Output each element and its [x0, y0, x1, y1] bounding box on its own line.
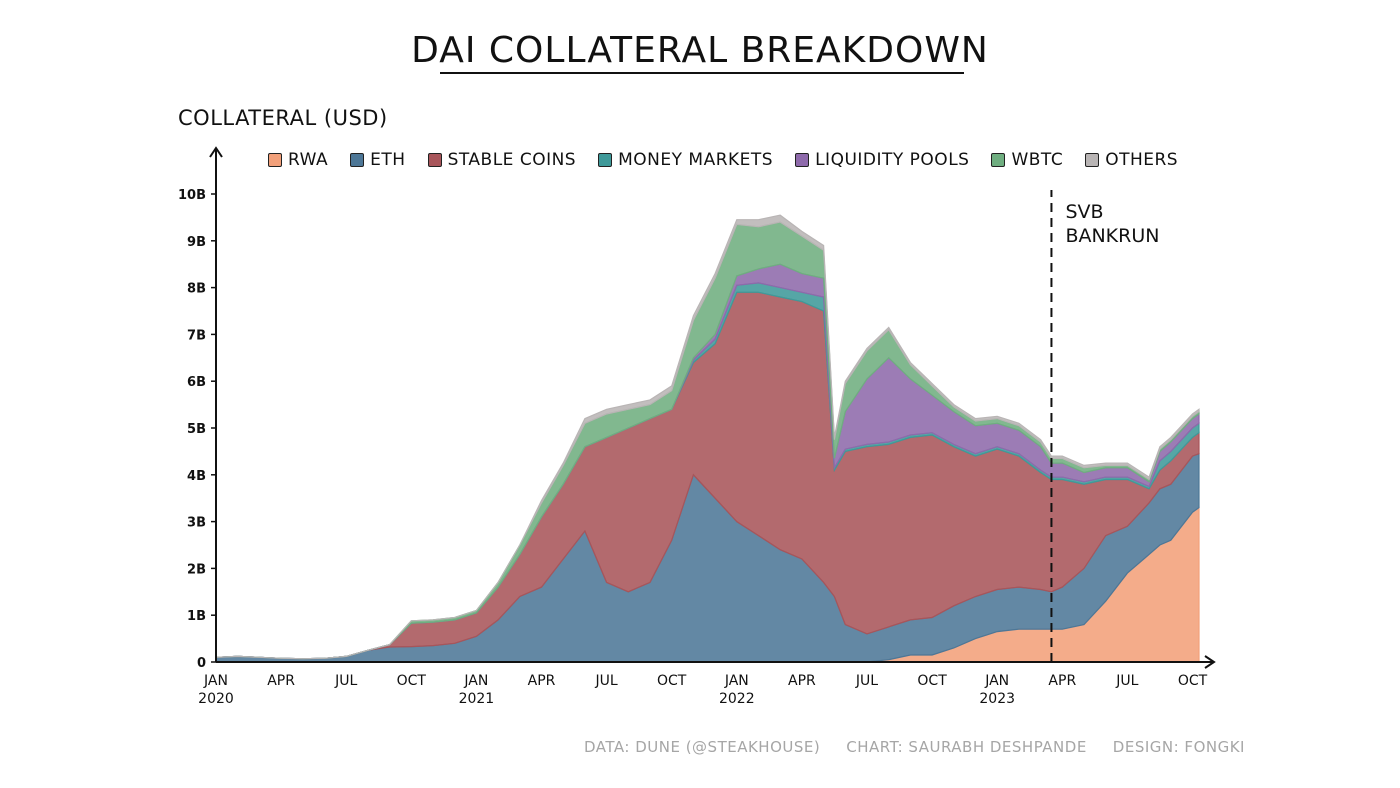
legend-swatch [795, 153, 810, 167]
legend-swatch [1085, 153, 1100, 167]
x-tick-label: OCT [657, 673, 687, 689]
legend-item: RWA [268, 150, 328, 170]
y-tick-label: 8B [187, 282, 206, 297]
y-tick-label: 9B [187, 235, 206, 250]
x-tick-label: APR [528, 673, 556, 689]
x-tick-label: JAN [724, 673, 749, 689]
x-tick-label: JAN [203, 673, 228, 689]
x-tick-year: 2023 [979, 691, 1015, 707]
legend-item: OTHERS [1085, 150, 1178, 170]
legend-item: STABLE COINS [427, 150, 577, 170]
annotation-text: SVB [1065, 201, 1103, 223]
axes: 0 1B 2B 3B 4B 5B 6B 7B 8B 9B 10B JAN 2020 APR JUL OCT JA… [178, 146, 1216, 707]
legend-label: WBTC [1011, 150, 1064, 170]
credit-chart: CHART: SAURABH DESHPANDE [846, 738, 1087, 756]
x-axis-arrow [1204, 655, 1216, 669]
legend-item: LIQUIDITY POOLS [795, 150, 969, 170]
legend-label: MONEY MARKETS [618, 150, 774, 170]
legend-label: LIQUIDITY POOLS [815, 150, 970, 170]
x-tick-label: JUL [1115, 673, 1138, 689]
y-tick-label: 0 [197, 656, 206, 671]
y-tick-label: 1B [187, 609, 206, 624]
legend-swatch [427, 153, 442, 167]
legend-label: STABLE COINS [447, 150, 577, 170]
x-tick-year: 2021 [459, 691, 495, 707]
legend-swatch [268, 153, 282, 167]
series-area [215, 214, 1200, 660]
x-tick-label: JUL [595, 673, 618, 689]
annotation-text: BANKRUN [1065, 225, 1159, 247]
legend-item: WBTC [991, 150, 1063, 170]
credit-design: DESIGN: FONGKI [1112, 738, 1245, 756]
legend-item: MONEY MARKETS [598, 150, 773, 170]
y-tick-label: 2B [187, 562, 206, 577]
legend-label: RWA [288, 150, 329, 170]
y-tick-label: 4B [187, 469, 206, 484]
y-tick-label: 6B [187, 375, 206, 390]
x-tick-year: 2020 [198, 691, 234, 707]
title-underline [440, 72, 964, 74]
chart-title: DAI COLLATERAL BREAKDOWN [411, 30, 989, 71]
legend-swatch [350, 153, 365, 167]
x-tick-label: OCT [1178, 673, 1208, 689]
legend-swatch [991, 153, 1006, 167]
x-tick-label: JAN [463, 673, 488, 689]
legend-label: ETH [370, 150, 406, 170]
credit-data: DATA: DUNE (@STEAKHOUSE) [584, 738, 821, 756]
x-tick-label: JUL [334, 673, 357, 689]
x-tick-label: OCT [917, 673, 947, 689]
x-tick-label: OCT [397, 673, 427, 689]
y-tick-label: 5B [187, 422, 206, 437]
x-tick-label: APR [1048, 673, 1076, 689]
legend-label: OTHERS [1105, 150, 1179, 170]
y-tick-label: 7B [187, 328, 206, 343]
credits: DATA: DUNE (@STEAKHOUSE) CHART: SAURABH … [584, 738, 1245, 756]
legend-swatch [598, 153, 613, 167]
legend-item: ETH [350, 150, 405, 170]
x-tick-label: JUL [855, 673, 878, 689]
x-tick-year: 2022 [719, 691, 755, 707]
y-axis-arrow [209, 146, 223, 158]
series-areas [215, 214, 1200, 663]
x-tick-label: JAN [984, 673, 1009, 689]
y-axis-label: COLLATERAL (USD) [178, 106, 388, 130]
x-tick-label: APR [788, 673, 816, 689]
x-tick-label: APR [267, 673, 295, 689]
y-tick-label: 3B [187, 516, 206, 531]
legend: RWA ETH STABLE COINS MONEY MARKETS LIQUIDITY… [268, 150, 1178, 170]
y-tick-label: 10B [178, 188, 206, 203]
